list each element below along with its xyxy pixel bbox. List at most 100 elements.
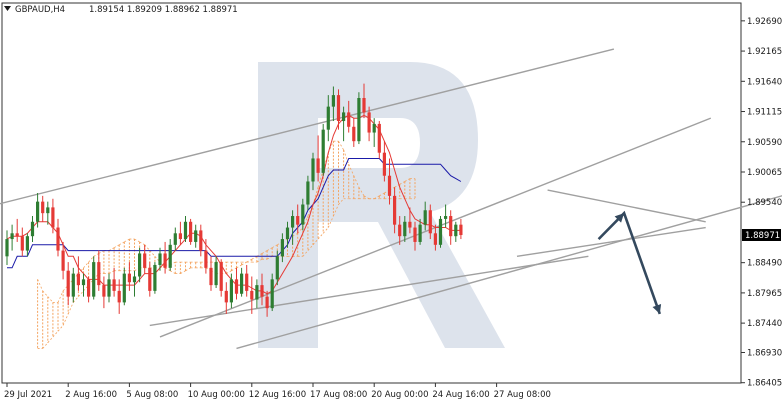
candle-body	[183, 221, 188, 240]
y-tick-label: 1.91640	[747, 77, 782, 87]
cloud-span-a	[404, 178, 411, 182]
upper-channel-line[interactable]	[0, 48, 615, 205]
cloud-span-a	[47, 296, 54, 303]
x-tick-label: 12 Aug 16:00	[249, 390, 306, 400]
cloud-span-a	[261, 250, 268, 254]
candle	[438, 216, 443, 248]
candle-body	[275, 256, 279, 280]
candle	[122, 267, 126, 306]
candle-body	[138, 253, 142, 277]
candle	[102, 276, 106, 309]
candle	[449, 210, 453, 245]
candle-body	[66, 270, 70, 297]
candle	[336, 89, 341, 130]
y-tick-label: 1.86930	[747, 348, 782, 358]
candle	[367, 106, 371, 142]
cloud-span-b	[67, 302, 74, 315]
lower-channel-line[interactable]	[236, 184, 782, 350]
candle	[143, 244, 147, 274]
cloud-span-a	[358, 187, 365, 197]
cloud-span-b	[307, 244, 314, 251]
candle-body	[393, 195, 397, 225]
y-tick-label: 1.88490	[747, 259, 782, 269]
candle-body	[423, 210, 427, 225]
candle	[418, 218, 422, 245]
candle-body	[5, 239, 9, 257]
x-tick-label: 27 Aug 08:00	[494, 390, 551, 400]
forecast-down-arrowhead	[652, 303, 662, 314]
candle-body	[234, 279, 239, 294]
triangle-lower-line[interactable]	[516, 226, 706, 258]
x-tick-label: 5 Aug 08:00	[126, 390, 178, 400]
y-tick-label: 1.90065	[747, 168, 782, 178]
y-tick-label: 1.86405	[747, 379, 782, 389]
candle-body	[357, 98, 361, 142]
cloud-span-b	[312, 238, 319, 246]
candle-body	[260, 285, 264, 297]
cloud-span-b	[78, 290, 84, 297]
candle	[153, 262, 157, 294]
cloud-span-b	[256, 258, 263, 263]
candle-body	[117, 290, 121, 303]
ohlc-quotes: 1.89154 1.89209 1.88962 1.88971	[89, 5, 238, 15]
forecast-arrow[interactable]	[597, 210, 662, 315]
candle	[316, 135, 320, 182]
y-tick-label: 1.91115	[747, 108, 782, 118]
candle	[194, 224, 198, 248]
candle-body	[71, 273, 75, 297]
candle-body	[352, 126, 356, 142]
candle-body	[132, 276, 137, 283]
triangle-upper-line[interactable]	[547, 189, 706, 223]
candle	[127, 262, 131, 291]
candle-body	[413, 227, 417, 242]
candle	[189, 218, 193, 245]
candle-body	[122, 273, 126, 303]
candle-body	[265, 296, 269, 309]
cloud-span-a	[119, 241, 125, 246]
candlesticks	[5, 83, 463, 317]
cloud-span-a	[399, 181, 405, 185]
candle-body	[92, 262, 96, 297]
cloud-span-b	[338, 198, 344, 205]
candle-body	[107, 279, 111, 297]
candle-body	[387, 175, 392, 196]
candle-body	[367, 112, 371, 133]
candle-body	[362, 98, 366, 113]
candle-body	[438, 218, 443, 245]
candle	[30, 216, 35, 242]
chart-header[interactable]: GBPAUD,H4 1.89154 1.89209 1.88962 1.8897…	[4, 5, 238, 15]
candle	[132, 270, 137, 297]
candle-body	[403, 221, 407, 237]
triangle-down-icon[interactable]	[4, 6, 11, 11]
y-tick-label: 1.87440	[747, 319, 782, 329]
cloud-span-a	[164, 267, 171, 272]
candle	[46, 201, 50, 225]
candle	[92, 256, 96, 300]
candle-body	[87, 279, 91, 297]
candle-body	[255, 285, 259, 300]
candle	[224, 282, 228, 314]
x-tick-label: 20 Aug 00:00	[371, 390, 428, 400]
candle	[148, 262, 152, 297]
cloud-span-a	[322, 152, 329, 171]
candle-body	[428, 210, 432, 234]
long-up-line[interactable]	[149, 255, 589, 327]
cloud-span-b	[57, 325, 64, 332]
candle-body	[285, 227, 290, 240]
cloud-span-a	[246, 258, 252, 263]
candle-body	[326, 106, 330, 130]
cloud-span-a	[185, 267, 191, 272]
candle-body	[102, 285, 106, 297]
candle-body	[20, 236, 24, 251]
candle	[250, 276, 254, 314]
candle-body	[377, 123, 381, 153]
cloud-span-b	[302, 250, 309, 257]
candle-body	[306, 181, 310, 205]
candle	[51, 198, 55, 234]
tenkan-sen-path	[6, 114, 461, 295]
candle-body	[81, 279, 86, 286]
cloud-span-a	[338, 140, 344, 151]
candle-body	[209, 267, 213, 286]
